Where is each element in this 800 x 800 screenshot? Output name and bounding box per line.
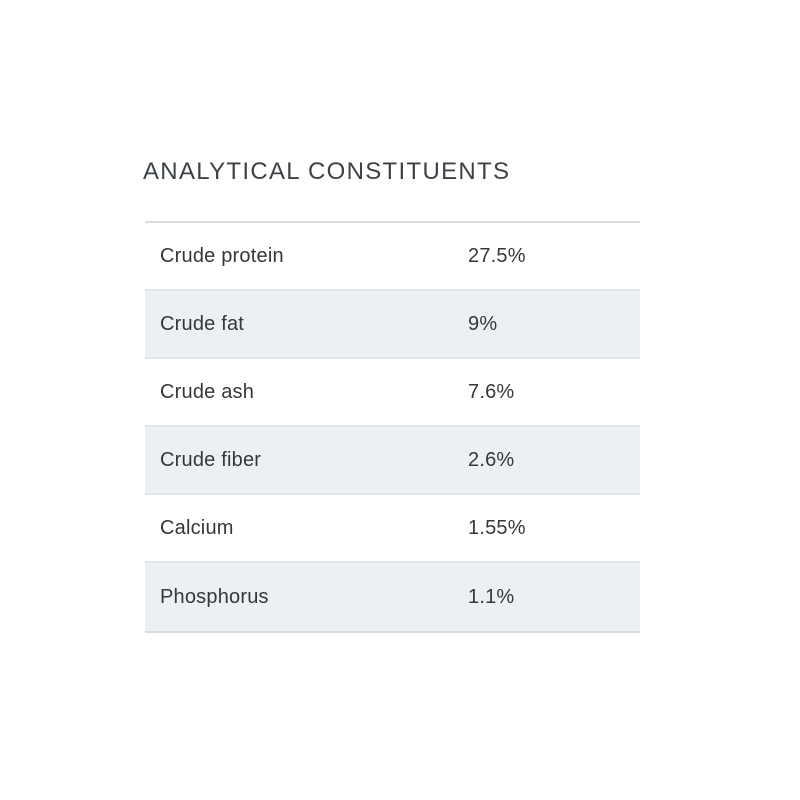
constituent-label: Crude fiber: [160, 448, 262, 471]
section-title: ANALYTICAL CONSTITUENTS: [143, 158, 511, 185]
constituent-value: 7.6%: [468, 380, 515, 403]
table-row: Calcium 1.55%: [145, 495, 640, 563]
constituent-value: 2.6%: [468, 448, 515, 471]
constituents-table: Crude protein 27.5% Crude fat 9% Crude a…: [145, 221, 640, 633]
constituent-label: Phosphorus: [160, 585, 269, 608]
table-row: Crude fiber 2.6%: [145, 427, 640, 495]
table-row: Crude protein 27.5%: [145, 223, 640, 291]
constituent-value: 9%: [468, 312, 498, 335]
table-row: Crude fat 9%: [145, 291, 640, 359]
constituent-value: 1.55%: [468, 516, 526, 539]
constituent-value: 27.5%: [468, 244, 526, 267]
analytical-constituents-section: ANALYTICAL CONSTITUENTS Crude protein 27…: [143, 158, 640, 633]
constituent-label: Crude ash: [160, 380, 255, 403]
constituent-label: Calcium: [160, 516, 234, 539]
constituent-label: Crude protein: [160, 244, 284, 267]
constituent-label: Crude fat: [160, 312, 245, 335]
constituent-value: 1.1%: [468, 585, 515, 608]
table-row: Crude ash 7.6%: [145, 359, 640, 427]
table-row: Phosphorus 1.1%: [145, 563, 640, 631]
